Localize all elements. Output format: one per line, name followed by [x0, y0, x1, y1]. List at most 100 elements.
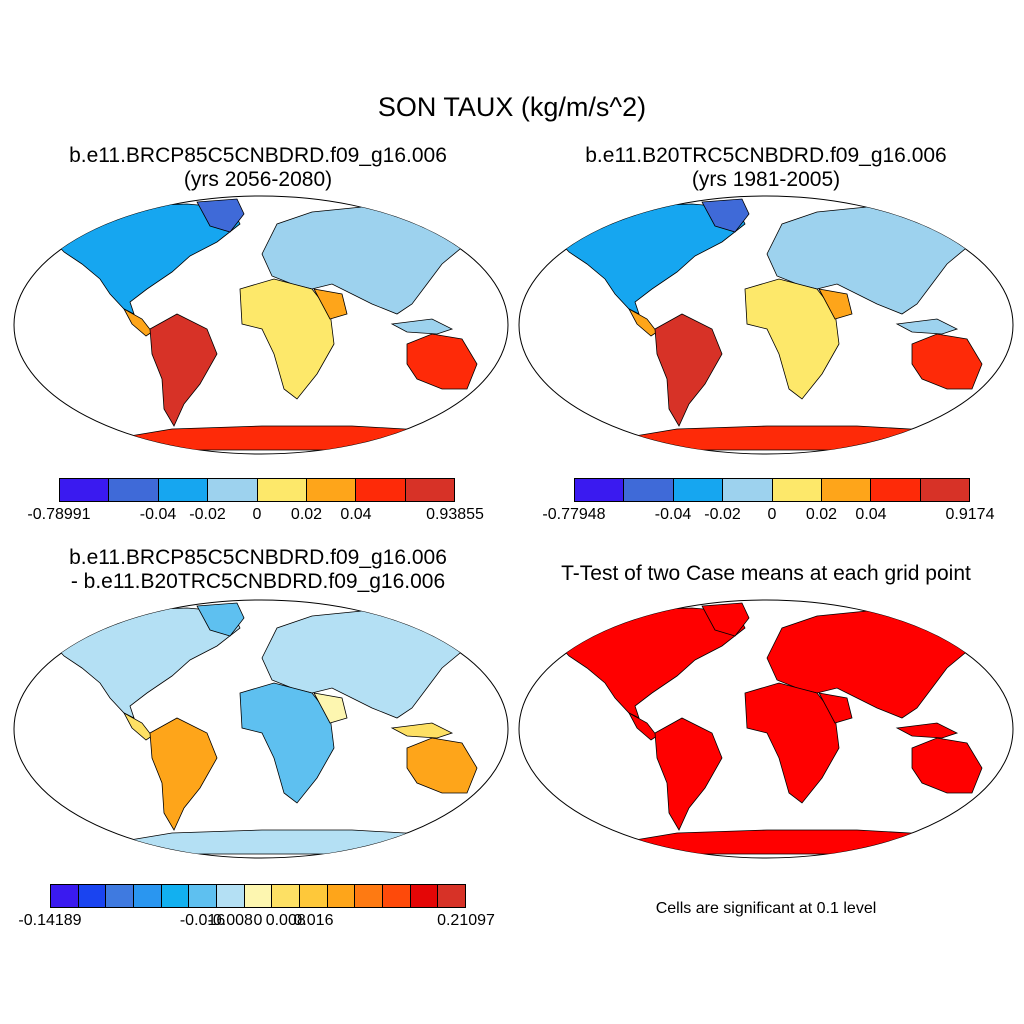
panel-2-colorbar	[574, 478, 970, 502]
landmass-indonesia	[390, 318, 454, 335]
colorbar-swatch	[383, 885, 411, 907]
landmass-south-america	[654, 313, 723, 427]
colorbar-swatch	[438, 885, 466, 907]
colorbar-tick-label: 0.04	[340, 506, 372, 523]
colorbar-swatch	[624, 479, 674, 501]
colorbar-swatch	[134, 885, 162, 907]
landmass-arabia	[818, 692, 853, 724]
colorbar-swatch	[355, 885, 384, 907]
landmass-indonesia	[895, 722, 959, 739]
panel-4-map	[518, 599, 1014, 859]
landmass-australia	[911, 333, 983, 390]
panel-3-colorbar-labels: -0.14189 -0.016 -0.008 0 0.008 0.016 0.21097	[18, 912, 495, 932]
colorbar-tick-label: 0.93855	[426, 506, 484, 523]
colorbar-swatch	[723, 479, 773, 501]
colorbar-tick-label: 0.008	[265, 912, 306, 929]
panel-2-title-years: (yrs 1981-2005)	[691, 168, 841, 191]
colorbar-tick-label: -0.77948	[542, 506, 606, 523]
landmass-antarctica	[111, 829, 473, 855]
landmass-south-america	[654, 717, 723, 831]
colorbar-tick-label: -0.04	[654, 506, 692, 523]
landmass-africa	[744, 682, 840, 804]
colorbar-swatch	[189, 885, 218, 907]
landmass-central-america	[123, 711, 153, 741]
colorbar-tick-label: 0	[252, 506, 262, 523]
colorbar-tick-label: -0.02	[189, 506, 226, 523]
landmass-africa	[239, 682, 335, 804]
colorbar-swatch	[327, 885, 356, 907]
colorbar-tick-label: 0.02	[805, 506, 838, 523]
landmass-south-america	[149, 313, 218, 427]
panel-4-note: Cells are significant at 0.1 level	[655, 900, 877, 917]
colorbar-swatch	[410, 885, 439, 907]
panel-2-colorbar-labels: -0.77948 -0.04 -0.02 0 0.02 0.04 0.9174	[542, 506, 994, 526]
colorbar-swatch	[306, 479, 357, 501]
panel-4-title: T-Test of two Case means at each grid po…	[561, 562, 971, 585]
landmass-central-america	[628, 307, 658, 337]
colorbar-tick-label: 0.02	[290, 506, 323, 523]
colorbar-swatch	[60, 479, 110, 501]
colorbar-swatch	[244, 885, 273, 907]
panel-1-map	[13, 195, 509, 455]
colorbar-swatch	[106, 885, 135, 907]
colorbar-tick-label: -0.02	[704, 506, 741, 523]
landmass-greenland	[196, 198, 245, 233]
landmass-greenland	[701, 198, 750, 233]
colorbar-swatch	[78, 885, 107, 907]
colorbar-swatch	[821, 479, 872, 501]
colorbar-swatch	[109, 479, 159, 501]
landmass-indonesia	[895, 318, 959, 335]
landmass-antarctica	[111, 425, 473, 451]
colorbar-swatch	[673, 479, 724, 501]
panel-3-colorbar	[50, 884, 466, 908]
landmass-south-america	[149, 717, 218, 831]
landmass-north-america	[556, 203, 746, 315]
landmass-arabia	[313, 692, 348, 724]
colorbar-swatch	[208, 479, 258, 501]
landmass-greenland	[701, 602, 750, 637]
colorbar-tick-label: 0	[253, 912, 263, 929]
colorbar-tick-label: 0.016	[293, 912, 334, 929]
landmass-australia	[911, 737, 983, 794]
landmass-greenland	[196, 602, 245, 637]
colorbar-swatch	[772, 479, 822, 501]
landmass-indonesia	[390, 722, 454, 739]
landmass-north-america	[556, 607, 746, 719]
colorbar-swatch	[356, 479, 406, 501]
panel-2-map	[518, 195, 1014, 455]
colorbar-swatch	[920, 479, 969, 501]
panel-2-title: b.e11.B20TRC5CNBDRD.f09_g16.006 (yrs 198…	[516, 144, 1016, 192]
landmass-north-america	[51, 607, 241, 719]
colorbar-swatch	[161, 885, 190, 907]
landmass-australia	[406, 333, 478, 390]
panel-3-title-case-b: - b.e11.B20TRC5CNBDRD.f09_g16.006	[70, 570, 446, 593]
main-title: SON TAUX (kg/m/s^2)	[377, 92, 647, 122]
colorbar-swatch	[272, 885, 301, 907]
landmass-arabia	[313, 288, 348, 320]
panel-1-colorbar-labels: -0.78991 -0.04 -0.02 0 0.02 0.04 0.93855	[27, 506, 484, 526]
landmass-central-america	[628, 711, 658, 741]
panel-1-title-years: (yrs 2056-2080)	[183, 168, 333, 191]
colorbar-swatch	[158, 479, 209, 501]
colorbar-swatch	[217, 885, 245, 907]
landmass-antarctica	[616, 829, 978, 855]
landmass-arabia	[818, 288, 853, 320]
panel-2-title-case: b.e11.B20TRC5CNBDRD.f09_g16.006	[585, 144, 947, 167]
colorbar-swatch	[575, 479, 625, 501]
landmass-north-america	[51, 203, 241, 315]
landmass-antarctica	[616, 425, 978, 451]
colorbar-tick-label: -0.008	[207, 912, 253, 929]
colorbar-tick-label: -0.04	[139, 506, 177, 523]
panel-3-title: b.e11.BRCP85C5CNBDRD.f09_g16.006 - b.e11…	[8, 546, 508, 594]
colorbar-tick-label: -0.016	[179, 912, 226, 929]
colorbar-tick-label: 0.9174	[945, 506, 995, 523]
panel-3-map	[13, 599, 509, 859]
colorbar-swatch	[257, 479, 307, 501]
colorbar-tick-label: -0.14189	[18, 912, 82, 929]
colorbar-tick-label: 0.21097	[437, 912, 495, 929]
colorbar-swatch	[871, 479, 921, 501]
colorbar-tick-label: -0.78991	[27, 506, 91, 523]
colorbar-tick-label: 0.04	[855, 506, 887, 523]
panel-1-title-case: b.e11.BRCP85C5CNBDRD.f09_g16.006	[69, 144, 447, 167]
panel-1-title: b.e11.BRCP85C5CNBDRD.f09_g16.006 (yrs 20…	[8, 144, 508, 192]
